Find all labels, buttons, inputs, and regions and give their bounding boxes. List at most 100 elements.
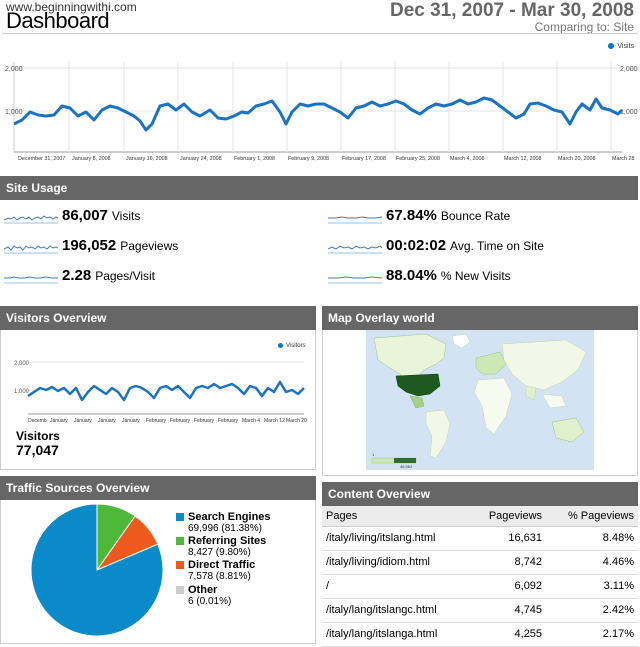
visitors-metric-label: Visitors xyxy=(16,429,60,443)
visits-series-line xyxy=(13,96,624,132)
content-overview-table: Pages Pageviews % Pageviews /italy/livin… xyxy=(322,506,638,647)
col-pct-pageviews[interactable]: % Pageviews xyxy=(546,506,638,527)
metric-pages-per-visit[interactable]: 2.28 Pages/Visit xyxy=(4,267,314,289)
svg-text:February: February xyxy=(218,418,239,424)
svg-text:March 4, 2008: March 4, 2008 xyxy=(450,156,484,162)
pct-cell: 4.46% xyxy=(546,550,638,575)
legend-swatch-icon xyxy=(176,513,184,521)
legend-swatch-icon xyxy=(176,537,184,545)
y-tick-2000: 2,000 xyxy=(5,66,23,73)
metric-pageviews[interactable]: 196,052 Pageviews xyxy=(4,237,314,259)
svg-text:February 1, 2008: February 1, 2008 xyxy=(234,156,275,162)
world-map[interactable]: 1 48,962 xyxy=(366,330,594,470)
sparkline-new-visits xyxy=(328,276,382,284)
svg-text:Decemb: Decemb xyxy=(28,418,47,424)
pageviews-cell: 6,092 xyxy=(470,574,547,599)
svg-text:March 12, 2008: March 12, 2008 xyxy=(504,156,541,162)
svg-text:January: January xyxy=(74,418,92,424)
map-scale-high: 48,962 xyxy=(400,464,413,469)
metric-avg-time[interactable]: 00:02:02 Avg. Time on Site xyxy=(328,237,638,259)
pageviews-cell: 8,742 xyxy=(470,550,547,575)
svg-text:December 31, 2007: December 31, 2007 xyxy=(18,156,65,162)
table-row[interactable]: /italy/lang/itslanga.html 4,255 2.17% xyxy=(322,622,638,647)
header-divider xyxy=(2,33,638,34)
col-pageviews[interactable]: Pageviews xyxy=(470,506,547,527)
pct-cell: 8.48% xyxy=(546,526,638,551)
pageviews-cell: 4,745 xyxy=(470,598,547,623)
pie-slice-search-engines[interactable] xyxy=(30,503,164,637)
svg-text:February 17, 2008: February 17, 2008 xyxy=(342,156,386,162)
legend-dot-icon xyxy=(608,43,615,50)
map-overlay-header[interactable]: Map Overlay world xyxy=(322,306,638,330)
visitors-metric-value: 77,047 xyxy=(16,442,59,458)
svg-text:January 16, 2008: January 16, 2008 xyxy=(126,156,168,162)
svg-text:March 20, 2008: March 20, 2008 xyxy=(558,156,595,162)
vo-y-tick-1000: 1,000 xyxy=(14,389,30,395)
chart-grid xyxy=(13,62,622,153)
dashboard-header: www.beginningwithi.com Dashboard Dec 31,… xyxy=(0,0,640,34)
content-overview-header[interactable]: Content Overview xyxy=(322,482,638,506)
svg-text:February: February xyxy=(146,418,167,424)
page-link[interactable]: /italy/lang/itslanga.html xyxy=(322,622,471,647)
page-link[interactable]: /italy/lang/itslangc.html xyxy=(322,598,471,623)
svg-text:February: February xyxy=(194,418,215,424)
legend-dot-icon xyxy=(278,343,283,348)
date-range[interactable]: Dec 31, 2007 - Mar 30, 2008 xyxy=(389,0,634,21)
vo-y-tick-2000: 2,000 xyxy=(14,361,30,367)
svg-text:February 9, 2008: February 9, 2008 xyxy=(288,156,329,162)
comparing-to[interactable]: Comparing to: Site xyxy=(534,20,634,34)
table-row[interactable]: /italy/living/itslang.html 16,631 8.48% xyxy=(322,526,638,551)
pct-cell: 3.11% xyxy=(546,574,638,599)
svg-text:March 20: March 20 xyxy=(286,418,307,424)
table-header-row: Pages Pageviews % Pageviews xyxy=(322,506,638,527)
pct-cell: 2.17% xyxy=(546,622,638,647)
page-link[interactable]: /italy/living/idiom.html xyxy=(322,550,471,575)
svg-text:January: January xyxy=(122,418,140,424)
page-title: Dashboard xyxy=(6,8,110,33)
page-link[interactable]: /italy/living/itslang.html xyxy=(322,526,471,551)
svg-text:March 12: March 12 xyxy=(264,418,285,424)
table-row[interactable]: /italy/lang/itslangc.html 4,745 2.42% xyxy=(322,598,638,623)
col-pages[interactable]: Pages xyxy=(322,506,471,527)
x-axis-labels: December 31, 2007 January 8, 2008 Januar… xyxy=(18,156,634,162)
pie-slices xyxy=(30,503,164,637)
svg-text:January 24, 2008: January 24, 2008 xyxy=(180,156,222,162)
pageviews-cell: 4,255 xyxy=(470,622,547,647)
legend-swatch-icon xyxy=(176,561,184,569)
y-tick-1000-right: 1,000 xyxy=(620,109,638,116)
traffic-pie-chart[interactable] xyxy=(30,503,164,637)
visitors-series-line xyxy=(27,380,305,402)
pageviews-cell: 16,631 xyxy=(470,526,547,551)
svg-text:January 8, 2008: January 8, 2008 xyxy=(72,156,111,162)
svg-text:February 25, 2008: February 25, 2008 xyxy=(396,156,440,162)
metric-new-visits[interactable]: 88.04%% New Visits xyxy=(328,267,638,289)
metric-bounce-rate[interactable]: 67.84% Bounce Rate xyxy=(328,207,638,229)
map-scale-low: 1 xyxy=(372,452,375,457)
svg-text:January: January xyxy=(50,418,68,424)
sparkline-pages-visit xyxy=(4,276,58,284)
svg-text:March 4: March 4 xyxy=(242,418,260,424)
sparkline-avg-time xyxy=(328,245,382,254)
visitors-overview-header[interactable]: Visitors Overview xyxy=(0,306,316,330)
traffic-sources-header[interactable]: Traffic Sources Overview xyxy=(0,476,316,500)
visitors-legend: Visitors xyxy=(278,343,306,349)
page-link[interactable]: / xyxy=(322,574,471,599)
table-row[interactable]: /italy/living/idiom.html 8,742 4.46% xyxy=(322,550,638,575)
site-url[interactable]: www.beginningwithi.com xyxy=(6,0,137,14)
metric-visits[interactable]: 86,007 Visits xyxy=(4,207,314,229)
world-map-graphic xyxy=(371,333,587,464)
visits-line-chart[interactable]: 2,000 1,000 2,000 1,000 December 31, 200… xyxy=(0,36,640,166)
sparkline-visits xyxy=(4,215,58,224)
svg-text:January: January xyxy=(98,418,116,424)
main-chart-legend: Visits xyxy=(608,43,634,50)
pct-cell: 2.42% xyxy=(546,598,638,623)
sparkline-bounce xyxy=(328,216,382,224)
svg-text:February: February xyxy=(170,418,191,424)
site-usage-header[interactable]: Site Usage xyxy=(0,176,638,200)
y-tick-1000: 1,000 xyxy=(5,109,23,116)
visitors-line-chart[interactable]: 2,000 1,000 Decemb January January Janua… xyxy=(4,336,314,428)
vo-x-axis-labels: Decemb January January January January F… xyxy=(28,418,307,424)
table-row[interactable]: / 6,092 3.11% xyxy=(322,574,638,599)
svg-text:March 28: March 28 xyxy=(612,156,634,162)
legend-swatch-icon xyxy=(176,586,184,594)
